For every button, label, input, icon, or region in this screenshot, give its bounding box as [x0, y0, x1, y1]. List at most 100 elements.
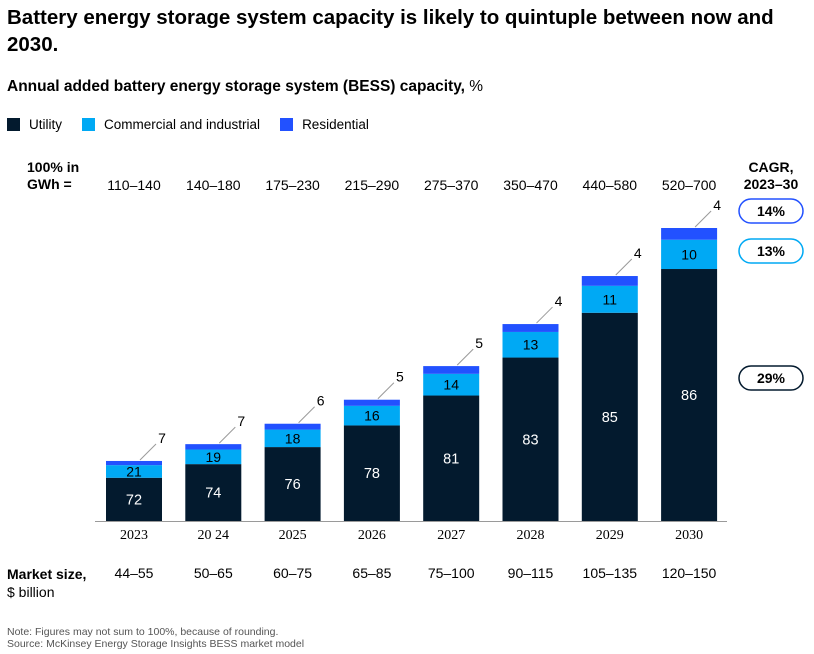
legend: Utility Commercial and industrial Reside…	[7, 117, 369, 132]
x-tick-label: 2023	[120, 528, 148, 543]
gwh-total-label: 140–180	[186, 177, 241, 193]
bar-residential-2030	[661, 228, 718, 240]
data-label-utility: 72	[126, 492, 142, 508]
subtitle-text: Annual added battery energy storage syst…	[7, 78, 465, 95]
legend-item-utility: Utility	[7, 117, 62, 132]
bar-commercial-2024	[185, 449, 242, 465]
data-label-residential: 4	[634, 245, 642, 261]
data-label-utility: 85	[602, 410, 618, 426]
bar-utility-2030	[661, 269, 718, 521]
gwh-total-label: 520–700	[662, 177, 717, 193]
cagr-pill-2	[738, 365, 804, 391]
gwh-label-line1: 100% in	[27, 159, 80, 175]
leader-line-residential	[298, 406, 315, 424]
bar-commercial-2030	[661, 239, 718, 270]
legend-swatch-commercial	[82, 118, 95, 131]
subtitle-unit: %	[464, 78, 484, 95]
cagr-value-1: 13%	[757, 243, 786, 259]
bar-utility-2027	[423, 395, 480, 521]
leader-line-residential	[694, 210, 712, 228]
gwh-total-label: 440–580	[583, 177, 638, 193]
legend-swatch-utility	[7, 118, 20, 131]
data-label-commercial: 19	[206, 449, 222, 465]
bar-utility-2023	[106, 477, 162, 521]
market-size-label: 60–75	[273, 565, 312, 581]
bar-utility-2024	[185, 464, 242, 521]
bar-residential-2026	[343, 399, 400, 406]
data-label-commercial: 11	[603, 291, 618, 307]
data-label-residential: 7	[237, 413, 245, 429]
data-label-commercial: 14	[443, 377, 459, 393]
x-tick-label: 20 24	[198, 528, 230, 543]
leader-line-residential	[615, 258, 633, 276]
data-label-commercial: 16	[364, 408, 380, 424]
market-size-label: 50–65	[194, 565, 233, 581]
data-label-commercial: 10	[681, 246, 697, 262]
bar-commercial-2025	[264, 429, 321, 448]
bar-utility-2029	[581, 312, 638, 521]
data-label-residential: 7	[158, 430, 166, 446]
data-label-utility: 81	[443, 451, 459, 467]
bar-residential-2029	[581, 276, 638, 286]
leader-line-residential	[218, 426, 236, 444]
gwh-total-label: 275–370	[424, 177, 479, 193]
data-label-utility: 78	[364, 466, 380, 482]
market-size-label: 65–85	[352, 565, 391, 581]
bar-commercial-2029	[581, 285, 638, 313]
bar-commercial-2028	[502, 331, 559, 358]
market-size-label: 120–150	[662, 565, 717, 581]
gwh-total-label: 110–140	[107, 177, 161, 193]
cagr-pill-0	[738, 198, 804, 224]
data-label-residential: 4	[555, 293, 563, 309]
legend-item-commercial: Commercial and industrial	[82, 117, 260, 132]
gwh-total-label: 175–230	[265, 177, 320, 193]
gwh-row-label: 100% in GWh =	[27, 159, 79, 193]
footnote-source: Source: McKinsey Energy Storage Insights…	[7, 638, 305, 650]
bar-residential-2023	[106, 460, 162, 466]
market-label-line1: Market size,	[7, 566, 87, 582]
data-label-utility: 83	[522, 432, 538, 448]
data-label-residential: 6	[317, 393, 325, 409]
market-size-label: 44–55	[115, 565, 154, 581]
market-size-label: 105–135	[583, 565, 638, 581]
cagr-pill-1	[738, 238, 804, 264]
chart-title: Battery energy storage system capacity i…	[7, 6, 774, 56]
x-tick-label: 2030	[675, 528, 703, 543]
legend-label-utility: Utility	[29, 117, 62, 132]
legend-item-residential: Residential	[280, 117, 369, 132]
bar-commercial-2023	[106, 465, 162, 478]
x-tick-label: 2027	[437, 528, 465, 543]
bar-commercial-2027	[423, 373, 480, 396]
chart-subtitle: Annual added battery energy storage syst…	[7, 78, 483, 96]
bar-utility-2026	[343, 425, 400, 521]
market-label-line2: $ billion	[7, 584, 55, 600]
leader-line-residential	[536, 306, 553, 324]
footnote: Note: Figures may not sum to 100%, becau…	[7, 626, 304, 650]
gwh-total-label: 350–470	[503, 177, 558, 193]
leader-line-residential	[456, 348, 474, 366]
bar-residential-2024	[185, 444, 242, 450]
market-size-row-label: Market size, $ billion	[7, 565, 86, 601]
data-label-utility: 86	[681, 388, 697, 404]
x-tick-label: 2026	[358, 528, 386, 543]
bar-residential-2028	[502, 324, 559, 332]
cagr-header: CAGR, 2023–30	[736, 159, 806, 193]
x-tick-label: 2025	[279, 528, 307, 543]
market-size-label: 90–115	[508, 565, 554, 581]
bar-utility-2028	[502, 357, 559, 521]
cagr-header-line1: CAGR,	[748, 159, 794, 175]
data-label-utility: 76	[285, 477, 301, 493]
data-label-commercial: 13	[523, 337, 539, 353]
bar-residential-2027	[423, 366, 480, 374]
data-label-residential: 5	[475, 335, 483, 351]
data-label-commercial: 18	[285, 430, 301, 446]
cagr-header-line2: 2023–30	[743, 176, 799, 192]
legend-label-residential: Residential	[302, 117, 369, 132]
market-size-label: 75–100	[428, 565, 475, 581]
leader-line-residential	[139, 443, 157, 461]
legend-swatch-residential	[280, 118, 294, 131]
x-tick-label: 2029	[596, 528, 624, 543]
data-label-residential: 5	[396, 369, 404, 385]
x-tick-label: 2028	[517, 528, 545, 543]
